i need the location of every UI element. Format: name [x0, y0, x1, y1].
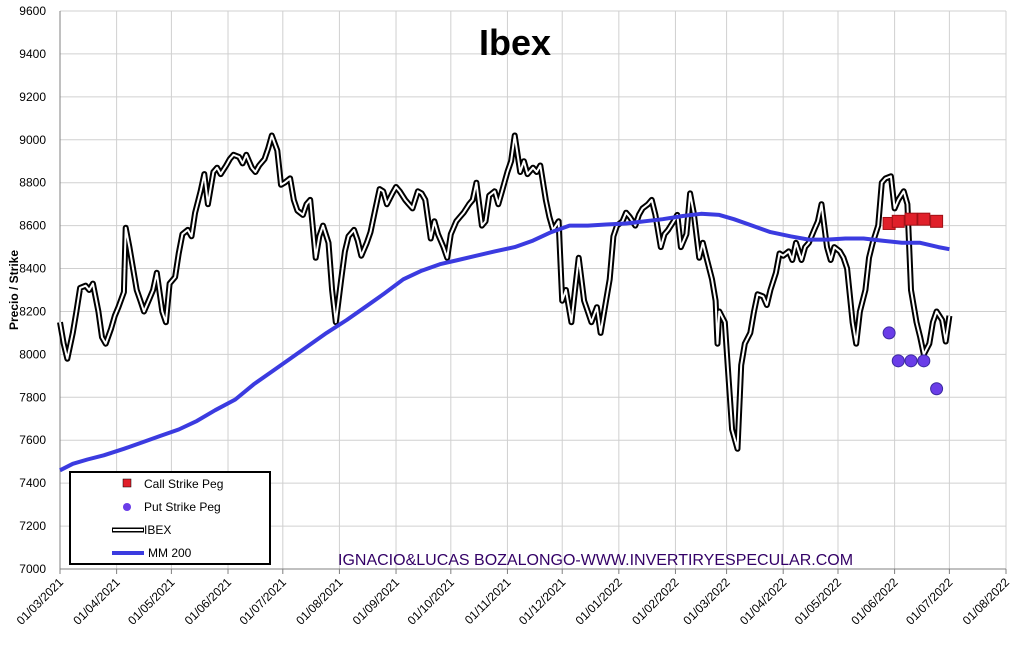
legend-box [69, 471, 271, 565]
legend-put-label: Put Strike Peg [144, 500, 221, 514]
y-axis-label: Precio / Strike [7, 250, 21, 330]
legend-call-label: Call Strike Peg [144, 477, 223, 491]
y-tick-label: 8200 [19, 304, 46, 318]
y-tick-label: 7800 [19, 390, 46, 404]
marker-layer [882, 212, 944, 396]
call-strike-peg-marker [917, 212, 931, 226]
y-tick-label: 9600 [19, 4, 46, 18]
y-tick-label: 8400 [19, 262, 46, 276]
y-tick-label: 8000 [19, 347, 46, 361]
legend-call-symbol [122, 478, 132, 488]
put-strike-peg-marker [882, 326, 896, 340]
legend-put-symbol [123, 503, 131, 511]
series-ibex-line-inner [59, 134, 951, 450]
y-tick-label: 7400 [19, 476, 46, 490]
series-layer [57, 132, 953, 473]
legend-mm200-label: MM 200 [148, 546, 192, 560]
put-strike-peg-marker [930, 382, 944, 396]
call-strike-peg-marker [930, 214, 944, 228]
chart-title: Ibex [479, 22, 551, 63]
legend-ibex-label: IBEX [144, 523, 171, 537]
y-tick-label: 9000 [19, 133, 46, 147]
y-tick-label: 7600 [19, 433, 46, 447]
legend: Call Strike Peg Put Strike Peg IBEX MM 2… [69, 471, 271, 565]
y-tick-label: 8600 [19, 219, 46, 233]
y-tick-label: 9200 [19, 90, 46, 104]
y-tick-label: 9400 [19, 47, 46, 61]
put-strike-peg-marker [904, 354, 918, 368]
y-tick-label: 7000 [19, 562, 46, 576]
y-tick-label: 8800 [19, 176, 46, 190]
put-strike-peg-marker [891, 354, 905, 368]
call-strike-peg-marker [891, 214, 905, 228]
put-strike-peg-marker [917, 354, 931, 368]
y-tick-label: 7200 [19, 519, 46, 533]
y-tick-labels: 7000 7200 7400 7600 7800 8000 8200 8400 8600 8800… [19, 4, 46, 576]
call-strike-peg-marker [904, 212, 918, 226]
series-mm200-line [59, 211, 950, 473]
watermark: IGNACIO&LUCAS BOZALONGO-WWW.INVERTIRYESP… [338, 552, 853, 569]
